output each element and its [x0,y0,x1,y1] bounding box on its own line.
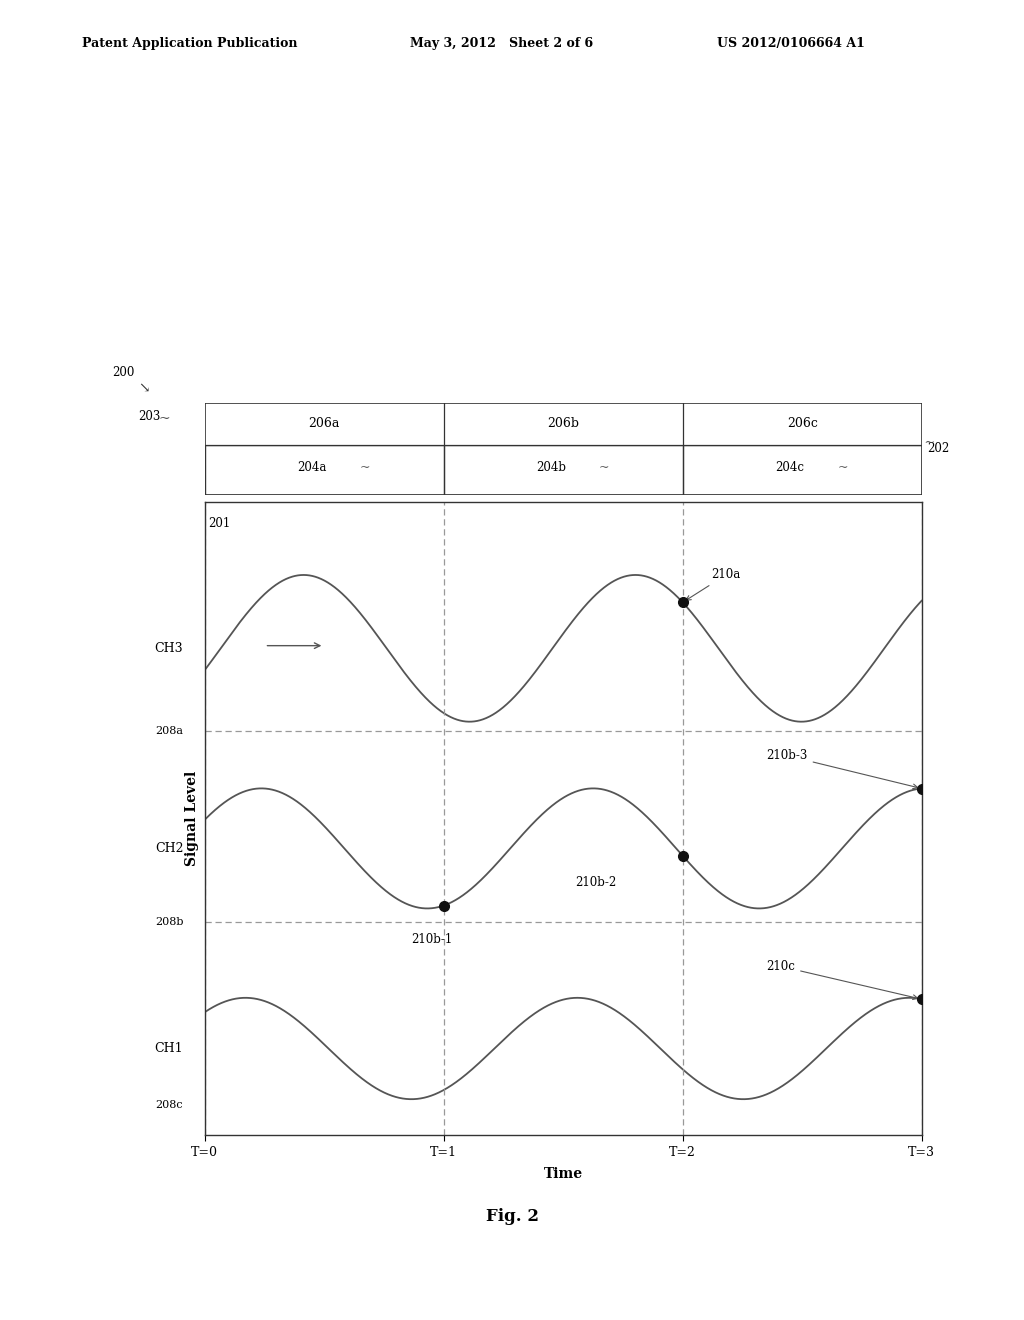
Text: 201: 201 [209,517,230,531]
Text: 210b-3: 210b-3 [766,750,918,789]
Text: US 2012/0106664 A1: US 2012/0106664 A1 [717,37,864,50]
Text: 204a: 204a [298,461,327,474]
Text: 210b-1: 210b-1 [412,933,453,946]
Text: 203: 203 [138,411,161,422]
Text: 208a: 208a [156,726,183,737]
Text: May 3, 2012   Sheet 2 of 6: May 3, 2012 Sheet 2 of 6 [410,37,593,50]
Text: 206b: 206b [547,417,580,430]
Text: ~: ~ [923,433,933,446]
Text: ~: ~ [599,461,609,474]
Text: 204b: 204b [537,461,566,474]
Text: 210a: 210a [686,569,740,601]
Text: CH3: CH3 [155,642,183,655]
X-axis label: Time: Time [544,1167,583,1181]
Text: ~: ~ [838,461,849,474]
Text: 206a: 206a [308,417,340,430]
Text: ~: ~ [360,461,371,474]
Text: 210b-2: 210b-2 [575,875,616,888]
Text: 206c: 206c [786,417,817,430]
Y-axis label: Signal Level: Signal Level [185,771,200,866]
Text: Fig. 2: Fig. 2 [485,1208,539,1225]
Text: 200: 200 [113,366,135,379]
Text: 210c: 210c [766,960,918,999]
Text: ↘: ↘ [138,381,150,395]
Text: ~: ~ [159,412,170,426]
Text: 208c: 208c [156,1100,183,1110]
Text: 204c: 204c [776,461,805,474]
Text: Patent Application Publication: Patent Application Publication [82,37,297,50]
Text: CH1: CH1 [155,1041,183,1055]
Text: 208b: 208b [155,917,183,927]
Text: CH2: CH2 [155,842,183,855]
Text: 202: 202 [927,442,949,455]
